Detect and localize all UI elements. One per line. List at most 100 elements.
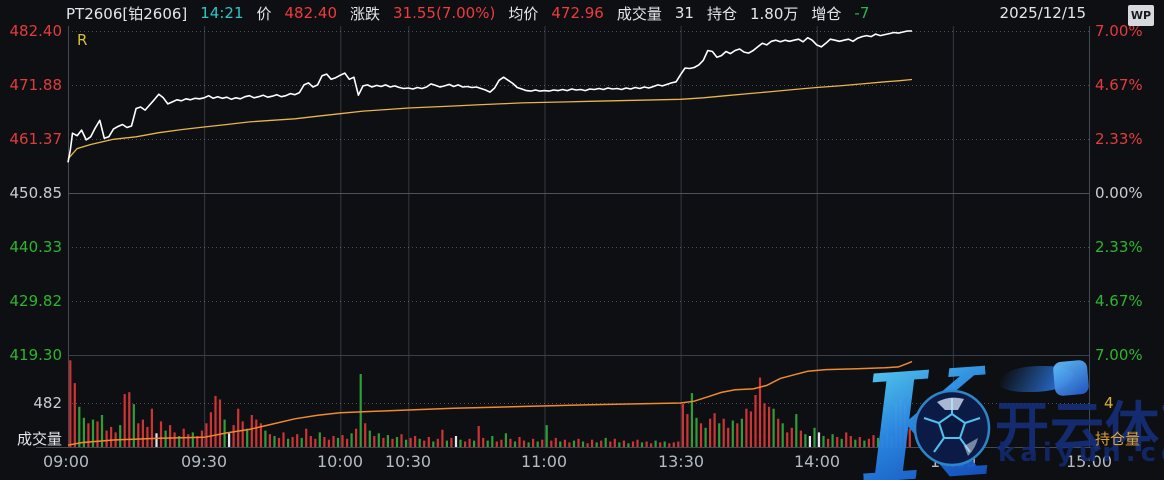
volume-bar [504, 433, 507, 447]
volume-bar [73, 383, 76, 447]
oi-axis-tick: 4 [1104, 394, 1114, 412]
volume-bar [454, 436, 458, 447]
volume-bar [327, 439, 330, 447]
volume-bar [246, 428, 249, 447]
volume-value: 31 [674, 4, 694, 22]
price-label: 价 [256, 4, 272, 23]
price-tick-2: 461.37 [9, 130, 63, 148]
volume-bar [418, 438, 421, 447]
volume-bar [382, 437, 385, 447]
volume-bar [105, 430, 108, 447]
change-value: 31.55(7.00%) [393, 4, 496, 22]
volume-bar [291, 437, 294, 447]
volume-bar [704, 427, 707, 447]
volume-bar [613, 438, 616, 447]
pct-tick-6: 7.00% [1095, 346, 1143, 364]
volume-bar [600, 440, 603, 447]
volume-bar [110, 426, 113, 447]
volume-bar [886, 433, 889, 447]
volume-bar [500, 439, 503, 447]
volume-bar [305, 428, 308, 447]
volume-bar [350, 433, 353, 447]
volume-bar [264, 430, 267, 447]
volume-bar [572, 440, 576, 447]
volume-bar [559, 441, 562, 447]
volume-bar [441, 429, 444, 447]
volume-bar [323, 437, 326, 447]
volume-bar [255, 419, 258, 447]
volume-bar [867, 438, 870, 447]
price-tick-6: 419.30 [9, 346, 63, 364]
volume-bar [527, 442, 530, 447]
volume-bar [904, 405, 907, 447]
trade-date: 2025/12/15 [999, 4, 1086, 22]
volume-bar [368, 430, 371, 447]
volume-bar [736, 423, 739, 447]
volume-bar [123, 394, 126, 447]
volume-bar [522, 440, 526, 447]
volume-bar [654, 440, 657, 447]
volume-bar [141, 419, 144, 447]
volume-bar [781, 423, 784, 447]
volume-bar [169, 425, 172, 447]
volume-bar [282, 432, 285, 447]
volume-bar [69, 360, 72, 447]
volume-bar [650, 443, 653, 447]
volume-bar [518, 437, 521, 447]
volume-bar [777, 418, 780, 447]
volume-bar [409, 437, 412, 447]
wp-logo-badge[interactable]: WP [1128, 5, 1154, 26]
volume-bar [899, 399, 902, 447]
volume-bar [758, 377, 762, 447]
volume-bar [423, 440, 426, 447]
volume-bar [631, 441, 635, 447]
volume-bar [640, 442, 644, 447]
volume-bar [645, 441, 648, 447]
volume-bar [100, 415, 104, 447]
volume-bar [749, 411, 752, 447]
volume-bar [740, 418, 743, 447]
volume-bar [196, 436, 199, 447]
volume-bar [405, 439, 408, 447]
volume-bar [713, 413, 716, 447]
volume-bar [241, 421, 244, 447]
volume-bar [668, 443, 671, 447]
volume-bar [445, 440, 448, 447]
volume-bar [341, 435, 344, 447]
volume-bar [876, 437, 880, 447]
volume-bar [173, 432, 176, 447]
avg-label: 均价 [508, 4, 539, 23]
pct-tick-2: 2.33% [1095, 130, 1143, 148]
change-label: 涨跌 [350, 4, 381, 23]
volume-bar [364, 423, 367, 447]
price-tick-4: 440.33 [9, 238, 63, 256]
volume-bar [309, 436, 312, 447]
volume-bar [259, 423, 262, 447]
volume-bar [96, 421, 99, 447]
volume-bar [627, 443, 630, 447]
volume-bar [377, 433, 380, 447]
volume-bar [395, 437, 399, 447]
average-price-line [67, 78, 913, 160]
volume-bar [128, 392, 131, 447]
volume-bar [772, 408, 775, 447]
volume-bar [373, 436, 376, 447]
volume-bar [386, 435, 389, 447]
volume-bar [745, 408, 748, 447]
volume-bar [804, 434, 807, 447]
volume-bar [228, 433, 231, 447]
volume-bar [550, 440, 553, 447]
time-tick-0: 09:00 [42, 452, 90, 471]
volume-bar [681, 404, 684, 447]
volume-bar [273, 436, 276, 447]
oi-pane-title: 持仓量 [1095, 430, 1141, 448]
volume-bar [554, 437, 557, 447]
volume-bar [427, 437, 430, 447]
volume-bar [754, 395, 757, 447]
volume-bar [858, 437, 861, 447]
volume-bar [459, 439, 462, 447]
volume-bar [296, 434, 299, 447]
volume-bar [132, 404, 135, 447]
symbol-name: PT2606[铂2606] [66, 4, 188, 23]
